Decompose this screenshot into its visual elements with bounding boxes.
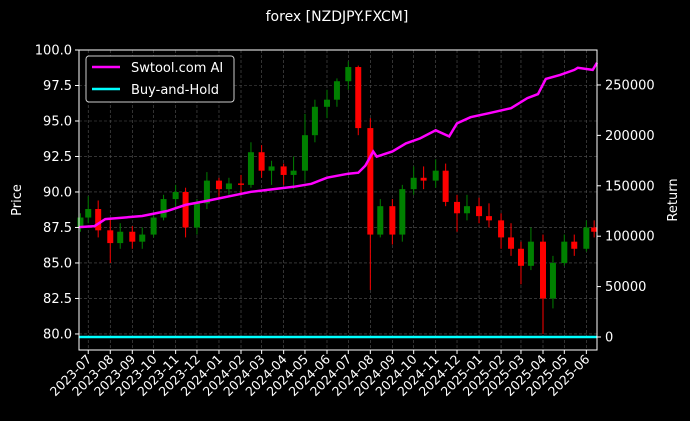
candle-body [280,166,287,175]
candle-body [463,206,470,214]
y-tick-label-right: 200000 [605,129,655,144]
candle-body [345,67,352,82]
y-tick-label-left: 80.0 [43,327,72,342]
candle-body [225,183,232,190]
candle-body [77,217,84,228]
candle-body [583,227,590,249]
candle-body [182,191,189,228]
candle-body [150,217,157,235]
candle-body [301,135,308,171]
candle-body [129,231,136,242]
y-tick-label-right: 50000 [605,280,646,295]
y-tick-label-right: 100000 [605,230,655,245]
candle-body [454,201,461,214]
strategy-return-line [78,62,599,229]
y-tick-label-left: 85.0 [43,256,72,271]
candle-body [498,220,505,238]
candle-body [258,152,265,171]
candle-body [95,209,102,231]
candle-body [193,203,200,228]
legend-label-buy-hold: Buy-and-Hold [131,83,219,98]
candle-body [591,227,598,232]
candle-body [432,170,439,181]
candle-body [290,170,297,175]
candle-body [160,199,167,218]
candle-body [389,206,396,235]
candle-body [517,248,524,266]
plot-frame [78,49,598,351]
legend-box [85,55,235,103]
candle-body [85,209,92,218]
y-tick-label-left: 95.0 [43,114,72,129]
y-axis-right-label: Return [666,178,681,221]
candle-body [571,241,578,249]
candle-body [117,231,124,244]
candle-body [485,216,492,221]
candle-body [238,183,245,185]
y-tick-label-left: 100.0 [35,44,72,59]
y-tick-label-right: 0 [605,330,613,345]
candle-body [333,81,340,100]
candle-body [311,106,318,136]
candle-body [139,234,146,242]
candle-body [247,152,254,185]
candle-body [172,191,179,200]
candle-body [107,230,114,244]
candle-body [539,241,546,299]
candle-body [215,180,222,190]
candle-body [399,189,406,235]
y-tick-label-right: 150000 [605,179,655,194]
y-tick-label-left: 97.5 [43,79,72,94]
candle-body [355,67,362,129]
candle-body [203,180,210,204]
candle-body [268,166,275,171]
candle-body [527,241,534,266]
candle-body [476,206,483,217]
legend: Swtool.com AI Buy-and-Hold [85,55,235,103]
candles [77,61,598,334]
y-tick-label-left: 82.5 [43,292,72,307]
candle-body [442,170,449,202]
y-tick-label-left: 90.0 [43,185,72,200]
candle-body [367,128,374,235]
candle-body [323,99,330,107]
chart-title: forex [NZDJPY.FXCM] [266,9,409,25]
candle-body [410,177,417,190]
candle-body [549,262,556,299]
y-axis-left-label: Price [10,184,25,216]
candle-body [508,237,515,249]
y-tick-label-left: 87.5 [43,221,72,236]
candle-body [561,241,568,263]
series-lines [78,62,599,339]
y-tick-label-left: 92.5 [43,150,72,165]
y-tick-label-right: 250000 [605,78,655,93]
legend-label-strategy: Swtool.com AI [131,61,223,76]
candle-body [377,206,384,235]
candle-body [420,177,427,181]
